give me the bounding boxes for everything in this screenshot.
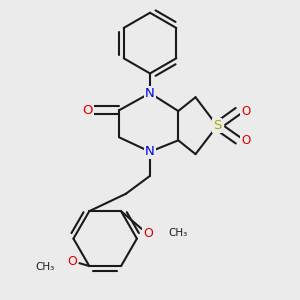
Text: S: S bbox=[213, 119, 221, 132]
Text: O: O bbox=[83, 104, 93, 117]
Text: O: O bbox=[67, 255, 77, 268]
Text: O: O bbox=[241, 134, 250, 147]
Text: O: O bbox=[143, 226, 153, 240]
Text: N: N bbox=[145, 145, 155, 158]
Text: O: O bbox=[241, 104, 250, 118]
Text: N: N bbox=[145, 87, 155, 100]
Text: CH₃: CH₃ bbox=[168, 228, 187, 238]
Text: CH₃: CH₃ bbox=[35, 262, 54, 272]
